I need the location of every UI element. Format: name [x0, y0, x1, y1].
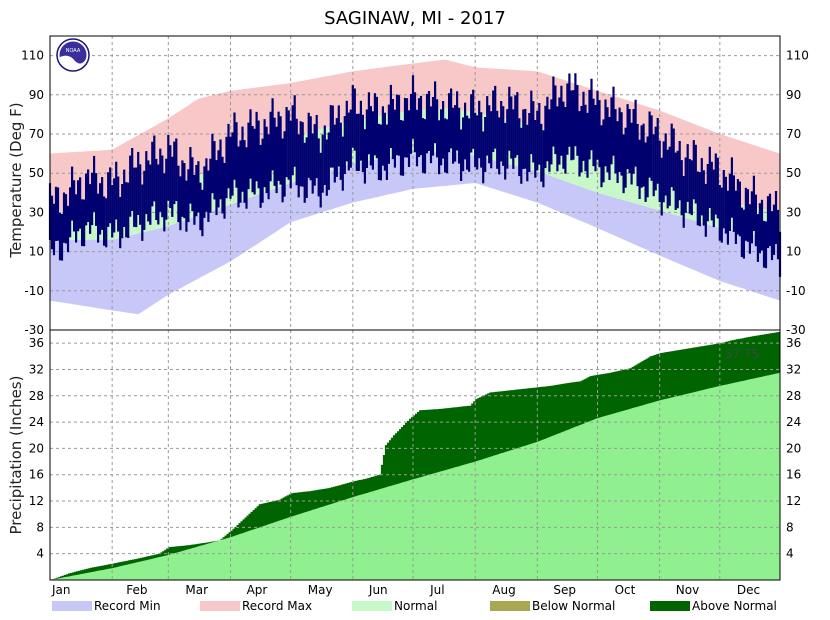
noaa-logo-bird [60, 55, 86, 71]
precipitation-tick-label: 32 [29, 362, 44, 376]
month-label: Sep [553, 583, 576, 597]
temperature-tick-label: 50 [786, 166, 801, 180]
precipitation-tick-label: 24 [786, 415, 801, 429]
precipitation-total-label: 37.75 [725, 347, 759, 361]
chart-title: SAGINAW, MI - 2017 [324, 8, 506, 29]
precipitation-tick-label: 12 [786, 494, 801, 508]
temperature-tick-label: 110 [21, 49, 44, 63]
temperature-tick-label: 10 [29, 245, 44, 259]
legend-swatch [52, 601, 92, 611]
month-labels: Jan Feb Mar Apr May Jun Jul Aug Sep Oct Nov Dec [51, 583, 760, 597]
month-label: Nov [676, 583, 699, 597]
temperature-tick-label: 10 [786, 245, 801, 259]
precipitation-tick-label: 20 [786, 441, 801, 455]
month-label: May [308, 583, 333, 597]
temperature-tick-label: -10 [786, 284, 806, 298]
temperature-tick-label: 30 [29, 205, 44, 219]
legend-label: Normal [394, 599, 437, 613]
precipitation-tick-label: 8 [786, 520, 794, 534]
precipitation-tick-label: 36 [786, 336, 801, 350]
precipitation-tick-label: 32 [786, 362, 801, 376]
month-label: Aug [492, 583, 515, 597]
temperature-tick-label: 50 [29, 166, 44, 180]
month-label: Mar [185, 583, 208, 597]
precipitation-tick-label: 20 [29, 441, 44, 455]
temperature-tick-label: 30 [786, 205, 801, 219]
precipitation-tick-label: 4 [786, 547, 794, 561]
noaa-logo-text: NOAA [66, 48, 81, 54]
precipitation-grid [50, 330, 780, 580]
temperature-axis-label: Temperature (Deg F) [7, 102, 25, 258]
legend-label: Record Max [242, 599, 312, 613]
legend-label: Record Min [94, 599, 161, 613]
precipitation-tick-label: 36 [29, 336, 44, 350]
precipitation-tick-label: 4 [36, 547, 44, 561]
legend-label: Above Normal [692, 599, 777, 613]
observed-temperature [48, 73, 782, 277]
month-label: Oct [615, 583, 636, 597]
precipitation-ticks-left: 4 8 12 16 20 24 28 32 36 [29, 336, 44, 561]
precipitation-axis-label: Precipitation (Inches) [7, 376, 25, 535]
temperature-ticks-right: -30 -10 10 30 50 70 90 110 [786, 49, 809, 337]
precipitation-ticks-right: 4 8 12 16 20 24 28 32 36 [786, 336, 801, 561]
temperature-ticks-left: -30 -10 10 30 50 70 90 110 [21, 49, 44, 337]
temperature-tick-label: 70 [786, 127, 801, 141]
month-label: Dec [737, 583, 760, 597]
temperature-tick-label: 70 [29, 127, 44, 141]
month-label: Jun [368, 583, 388, 597]
noaa-logo-icon: NOAA [56, 38, 90, 72]
month-label: Jan [51, 583, 71, 597]
precipitation-panel: 4 8 12 16 20 24 28 32 36 4 8 12 16 20 24 28 32 36 Precip… [7, 330, 801, 580]
precipitation-tick-label: 16 [786, 468, 801, 482]
temperature-tick-label: -30 [24, 323, 44, 337]
legend-swatch [490, 601, 530, 611]
temperature-tick-label: 110 [786, 49, 809, 63]
precipitation-tick-label: 12 [29, 494, 44, 508]
temperature-tick-label: 90 [29, 88, 44, 102]
month-label: Apr [247, 583, 268, 597]
month-label: Feb [126, 583, 147, 597]
precipitation-tick-label: 8 [36, 520, 44, 534]
legend-swatch [200, 601, 240, 611]
temperature-tick-label: -10 [24, 284, 44, 298]
temperature-tick-label: 90 [786, 88, 801, 102]
month-label: Jul [429, 583, 444, 597]
temperature-tick-label: -30 [786, 323, 806, 337]
record-min-band [50, 151, 780, 315]
precipitation-tick-label: 28 [786, 389, 801, 403]
precipitation-tick-label: 16 [29, 468, 44, 482]
precipitation-tick-label: 28 [29, 389, 44, 403]
precipitation-tick-label: 24 [29, 415, 44, 429]
legend: Record Min Record Max Normal Below Normal Ab… [52, 599, 777, 613]
legend-label: Below Normal [532, 599, 615, 613]
precipitation-areas [50, 331, 780, 580]
precipitation-frame [49, 329, 781, 581]
legend-swatch [650, 601, 690, 611]
legend-swatch [352, 601, 392, 611]
